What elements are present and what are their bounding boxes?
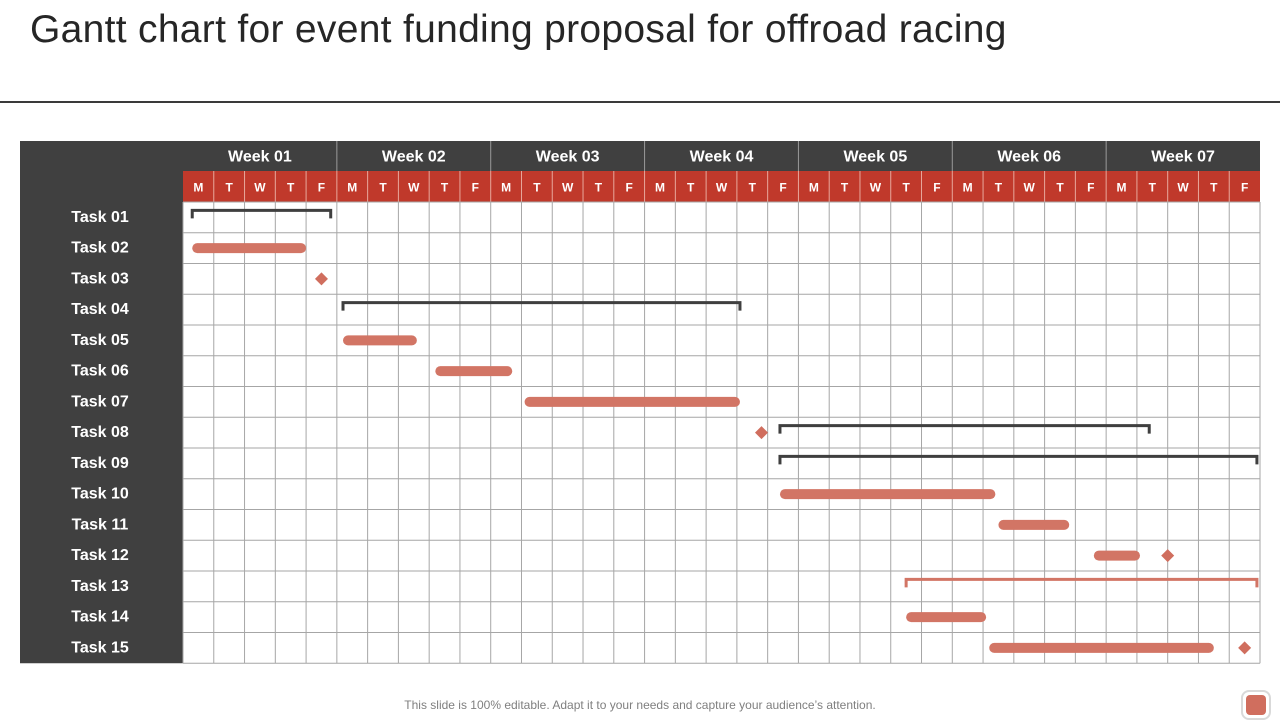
- day-label: T: [902, 181, 910, 195]
- task-bar: [343, 335, 417, 346]
- day-label: M: [1117, 181, 1127, 195]
- gantt-chart: Week 01 Week 02 Week 03 Week 04 Week 05 Week …: [20, 141, 1261, 664]
- task-label: Task 11: [72, 516, 129, 533]
- task-label: Task 12: [71, 547, 129, 564]
- day-label: F: [1241, 181, 1248, 195]
- day-label: T: [287, 181, 295, 195]
- week-label: Week 03: [536, 149, 600, 166]
- day-label: M: [347, 181, 357, 195]
- task-label: Task 13: [71, 578, 129, 595]
- task-label: Task 03: [71, 270, 129, 287]
- day-label: F: [933, 181, 940, 195]
- task-bar: [906, 612, 987, 623]
- task-label: Task 09: [71, 455, 129, 472]
- week-label: Week 07: [1151, 149, 1215, 166]
- day-label: T: [1210, 181, 1218, 195]
- task-label: Task 05: [71, 332, 129, 349]
- task-label: Task 04: [71, 301, 129, 318]
- week-label: Week 06: [997, 149, 1061, 166]
- task-label: Task 15: [71, 639, 129, 656]
- day-label: W: [562, 181, 574, 195]
- slide-thumbnail-fill: [1246, 695, 1266, 715]
- task-bar: [779, 489, 996, 500]
- task-label: Task 08: [71, 424, 129, 441]
- summary-bracket: [904, 577, 1259, 588]
- day-label: M: [809, 181, 819, 195]
- milestone-diamond: [755, 426, 769, 440]
- day-label: F: [472, 181, 479, 195]
- task-label: Task 01: [71, 209, 129, 226]
- summary-bracket: [778, 454, 1259, 465]
- milestone-diamond: [1161, 549, 1175, 563]
- day-label: F: [1087, 181, 1094, 195]
- day-label: W: [870, 181, 882, 195]
- week-label: Week 04: [690, 149, 754, 166]
- milestone-diamond: [1238, 641, 1252, 655]
- day-label: T: [595, 181, 603, 195]
- day-label: W: [1177, 181, 1189, 195]
- summary-bracket: [341, 301, 742, 311]
- footer-note: This slide is 100% editable. Adapt it to…: [404, 698, 876, 712]
- day-label: T: [225, 181, 233, 195]
- task-label: Task 07: [71, 393, 129, 410]
- week-header: [183, 141, 1260, 171]
- day-label: T: [1149, 181, 1157, 195]
- task-bar: [989, 642, 1214, 653]
- day-label: M: [501, 181, 511, 195]
- slide-thumbnail-icon[interactable]: [1241, 690, 1271, 720]
- day-label: T: [841, 181, 849, 195]
- day-label: F: [318, 181, 325, 195]
- week-label: Week 02: [382, 149, 446, 166]
- task-bar: [998, 519, 1070, 530]
- day-header: [183, 171, 1260, 202]
- day-label: T: [533, 181, 541, 195]
- week-label: Week 01: [228, 149, 292, 166]
- task-label: Task 14: [71, 609, 129, 626]
- day-label: T: [687, 181, 695, 195]
- day-label: T: [749, 181, 757, 195]
- day-label: T: [995, 181, 1003, 195]
- day-label: T: [441, 181, 449, 195]
- task-bar: [192, 243, 307, 254]
- task-bar: [435, 366, 513, 377]
- summary-bracket: [778, 424, 1151, 434]
- milestone-diamond: [314, 272, 328, 286]
- title-divider: [0, 101, 1280, 103]
- task-label: Task 06: [71, 363, 129, 380]
- day-label: W: [1024, 181, 1036, 195]
- day-label: M: [963, 181, 973, 195]
- week-label: Week 05: [843, 149, 907, 166]
- day-label: M: [193, 181, 203, 195]
- day-label: F: [779, 181, 786, 195]
- task-label: Task 02: [71, 240, 129, 257]
- day-label: T: [379, 181, 387, 195]
- task-bar: [524, 396, 740, 407]
- day-label: W: [716, 181, 728, 195]
- summary-bracket: [190, 208, 333, 219]
- task-bar: [1093, 550, 1140, 561]
- day-label: M: [655, 181, 665, 195]
- day-label: W: [408, 181, 420, 195]
- task-sidebar: [20, 141, 183, 664]
- day-label: F: [626, 181, 633, 195]
- task-label: Task 10: [71, 486, 129, 503]
- day-label: T: [1056, 181, 1064, 195]
- page-title: Gantt chart for event funding proposal f…: [30, 8, 1007, 51]
- day-label: W: [254, 181, 266, 195]
